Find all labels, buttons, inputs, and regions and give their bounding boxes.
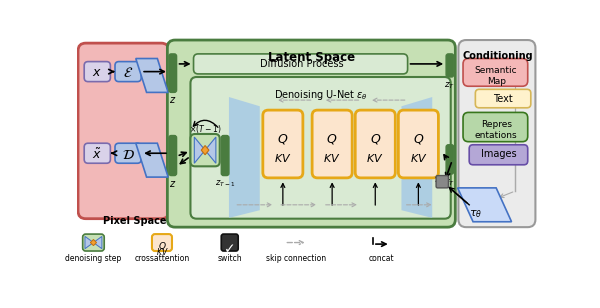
Text: $z_{T-1}$: $z_{T-1}$ (215, 179, 235, 189)
Text: Diffusion Process: Diffusion Process (260, 59, 343, 68)
Text: $KV$: $KV$ (367, 152, 384, 164)
FancyBboxPatch shape (221, 234, 238, 251)
Text: $\times(T-1)$: $\times(T-1)$ (189, 123, 221, 135)
FancyBboxPatch shape (463, 59, 528, 86)
Text: $z_T$: $z_T$ (445, 177, 455, 188)
FancyBboxPatch shape (446, 54, 454, 77)
FancyBboxPatch shape (115, 62, 141, 82)
FancyBboxPatch shape (463, 112, 528, 142)
Text: ✓: ✓ (224, 242, 236, 256)
Polygon shape (91, 240, 97, 246)
FancyBboxPatch shape (446, 145, 454, 174)
FancyBboxPatch shape (475, 89, 531, 108)
Text: Pixel Space: Pixel Space (103, 216, 167, 225)
FancyBboxPatch shape (436, 176, 448, 188)
FancyBboxPatch shape (84, 62, 110, 82)
Polygon shape (205, 137, 216, 163)
FancyBboxPatch shape (83, 234, 104, 251)
Text: $Q$: $Q$ (158, 240, 166, 252)
FancyBboxPatch shape (355, 110, 395, 178)
FancyBboxPatch shape (167, 40, 455, 227)
Text: Latent Space: Latent Space (268, 51, 355, 64)
Text: denoising step: denoising step (65, 254, 122, 263)
FancyBboxPatch shape (152, 234, 172, 251)
FancyBboxPatch shape (169, 136, 176, 176)
Text: crossattention: crossattention (134, 254, 190, 263)
FancyBboxPatch shape (469, 145, 528, 165)
Text: $Q$: $Q$ (326, 132, 338, 146)
FancyBboxPatch shape (78, 43, 169, 219)
Text: $KV$: $KV$ (155, 246, 168, 257)
Text: $\mathcal{E}$: $\mathcal{E}$ (123, 66, 133, 80)
Text: $\mathcal{D}$: $\mathcal{D}$ (122, 148, 134, 162)
FancyBboxPatch shape (84, 143, 110, 163)
Text: $Q$: $Q$ (370, 132, 381, 146)
Polygon shape (85, 237, 94, 249)
Polygon shape (136, 59, 168, 92)
FancyBboxPatch shape (312, 110, 352, 178)
Text: skip connection: skip connection (266, 254, 326, 263)
Polygon shape (194, 137, 205, 163)
FancyBboxPatch shape (398, 110, 439, 178)
Text: $x$: $x$ (92, 66, 102, 79)
Text: Text: Text (493, 94, 513, 104)
FancyBboxPatch shape (190, 134, 220, 166)
Text: switch: switch (217, 254, 242, 263)
FancyBboxPatch shape (263, 110, 303, 178)
FancyBboxPatch shape (115, 143, 141, 163)
Polygon shape (201, 145, 209, 155)
Text: Denoising U-Net $\epsilon_\theta$: Denoising U-Net $\epsilon_\theta$ (274, 88, 368, 102)
Polygon shape (94, 237, 102, 249)
Polygon shape (136, 143, 168, 177)
Text: $KV$: $KV$ (410, 152, 427, 164)
FancyBboxPatch shape (190, 77, 451, 219)
FancyBboxPatch shape (169, 54, 176, 92)
FancyBboxPatch shape (194, 54, 407, 74)
Text: $\tilde{x}$: $\tilde{x}$ (92, 148, 102, 162)
Text: $Q$: $Q$ (413, 132, 424, 146)
Text: Repres
entations: Repres entations (475, 120, 517, 140)
Polygon shape (458, 188, 512, 222)
Text: Conditioning: Conditioning (463, 51, 533, 61)
Polygon shape (229, 97, 260, 218)
Text: concat: concat (368, 254, 394, 263)
Text: Semantic
Map: Semantic Map (475, 66, 517, 86)
Text: $\tau_\theta$: $\tau_\theta$ (469, 208, 482, 220)
Text: $KV$: $KV$ (323, 152, 341, 164)
Text: $z_T$: $z_T$ (445, 80, 455, 91)
Text: Images: Images (481, 149, 516, 159)
Text: $z$: $z$ (169, 179, 176, 188)
Text: $Q$: $Q$ (277, 132, 289, 146)
Text: $KV$: $KV$ (274, 152, 292, 164)
Text: $z$: $z$ (169, 95, 176, 105)
FancyBboxPatch shape (458, 40, 535, 227)
FancyBboxPatch shape (221, 136, 229, 176)
Polygon shape (401, 97, 432, 218)
